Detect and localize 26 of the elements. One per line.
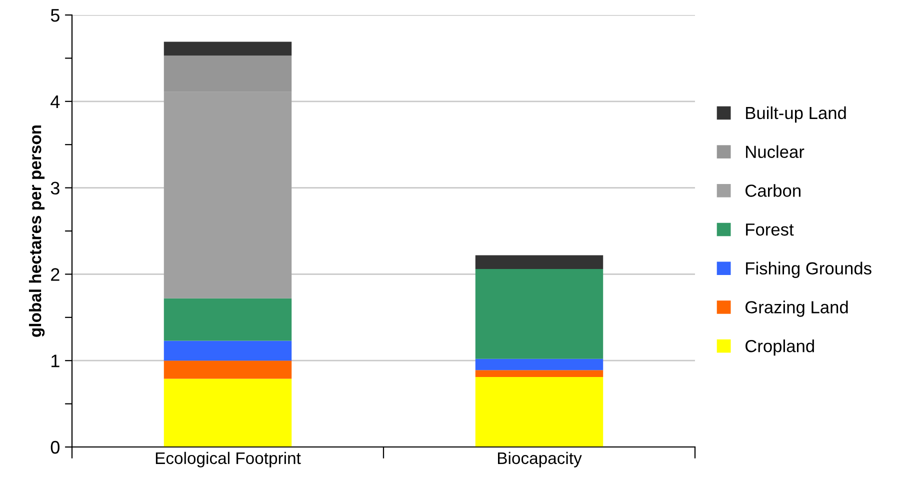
legend-label: Grazing Land	[746, 300, 848, 317]
legend-label: Built-up Land	[746, 106, 846, 123]
bar	[475, 370, 604, 378]
bar	[164, 360, 292, 379]
bar	[164, 378, 292, 447]
y-tick-label: 5	[50, 9, 60, 22]
y-tick-label: 4	[50, 96, 60, 108]
bar	[475, 255, 604, 270]
legend-label: Forest	[746, 224, 794, 236]
y-tick-label: 0	[50, 440, 60, 454]
bar	[475, 269, 604, 359]
y-axis-title: global hectares per person	[28, 126, 45, 337]
y-tick-label: 2	[51, 268, 60, 281]
legend-label: Cropland	[746, 339, 814, 356]
x-tick-label: Ecological Footprint	[156, 452, 301, 468]
legend-label: Nuclear	[746, 145, 804, 158]
y-tick-label: 3	[50, 182, 60, 195]
bar	[475, 358, 604, 370]
bar	[475, 377, 604, 447]
bar	[164, 298, 292, 341]
bar	[164, 42, 292, 56]
y-tick-label: 1	[52, 354, 60, 368]
bar	[164, 340, 292, 361]
legend-label: Carbon	[746, 184, 800, 197]
x-tick-label: Biocapacity	[498, 452, 582, 468]
legend-label: Fishing Grounds	[746, 262, 872, 278]
